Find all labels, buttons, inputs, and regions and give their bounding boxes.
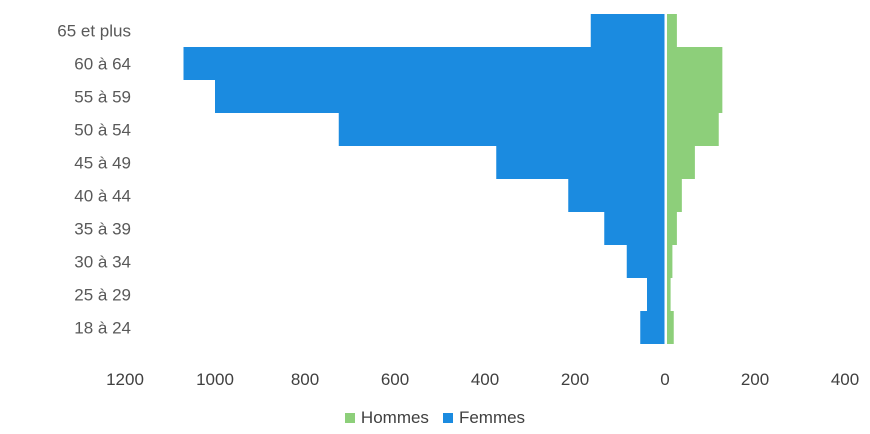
legend-swatch-hommes (344, 413, 355, 423)
legend-label-hommes: Hommes (360, 408, 429, 427)
category-labels: 18 à 24 25 à 29 30 à 34 35 à 39 40 à 44 45 à … (57, 22, 131, 338)
bar-hommes-45-49 (667, 146, 695, 179)
x-axis-ticks: 1200 1000 800 600 400 200 0 200 400 (106, 370, 859, 389)
bar-hommes-55-59 (667, 80, 723, 113)
category-label-18-24: 18 à 24 (74, 319, 131, 338)
bar-hommes-60-64 (667, 47, 723, 80)
bars-layer (183, 14, 723, 344)
bar-hommes-30-34 (667, 245, 673, 278)
bar-femmes-30-34 (626, 245, 665, 278)
bar-femmes-45-49 (496, 146, 665, 179)
legend-item-femmes: Femmes (442, 408, 526, 428)
bar-femmes-25-29 (647, 278, 665, 311)
category-label-25-29: 25 à 29 (74, 286, 131, 305)
category-label-65-et-plus: 65 et plus (57, 22, 131, 41)
legend-item-hommes: Hommes (344, 408, 429, 428)
x-tick-label-8: 400 (831, 370, 859, 389)
bar-hommes-25-29 (667, 278, 671, 311)
bar-hommes-35-39 (667, 212, 677, 245)
x-tick-label-3: 600 (381, 370, 409, 389)
bar-femmes-60-64 (183, 47, 665, 80)
bar-femmes-65-et-plus (590, 14, 665, 47)
zero-divider (664, 14, 667, 344)
x-tick-label-6: 0 (660, 370, 669, 389)
category-label-60-64: 60 à 64 (74, 55, 131, 74)
bar-hommes-65-et-plus (667, 14, 677, 47)
x-tick-label-5: 200 (561, 370, 589, 389)
x-tick-label-0: 1200 (106, 370, 144, 389)
bar-hommes-18-24 (667, 311, 674, 344)
x-tick-label-7: 200 (741, 370, 769, 389)
bar-femmes-50-54 (338, 113, 665, 146)
bar-hommes-40-44 (667, 179, 682, 212)
x-tick-label-1: 1000 (196, 370, 234, 389)
category-label-35-39: 35 à 39 (74, 220, 131, 239)
category-label-30-34: 30 à 34 (74, 253, 131, 272)
legend-label-femmes: Femmes (458, 408, 526, 427)
category-label-40-44: 40 à 44 (74, 187, 131, 206)
legend-swatch-femmes (442, 413, 453, 423)
bar-hommes-50-54 (667, 113, 719, 146)
category-label-50-54: 50 à 54 (74, 121, 131, 140)
category-label-45-49: 45 à 49 (74, 154, 131, 173)
x-tick-label-4: 400 (471, 370, 499, 389)
category-label-55-59: 55 à 59 (74, 88, 131, 107)
bar-femmes-55-59 (215, 80, 665, 113)
x-tick-label-2: 800 (291, 370, 319, 389)
legend: Hommes Femmes (0, 408, 870, 428)
bar-femmes-18-24 (640, 311, 665, 344)
bar-femmes-40-44 (568, 179, 665, 212)
bar-femmes-35-39 (604, 212, 665, 245)
